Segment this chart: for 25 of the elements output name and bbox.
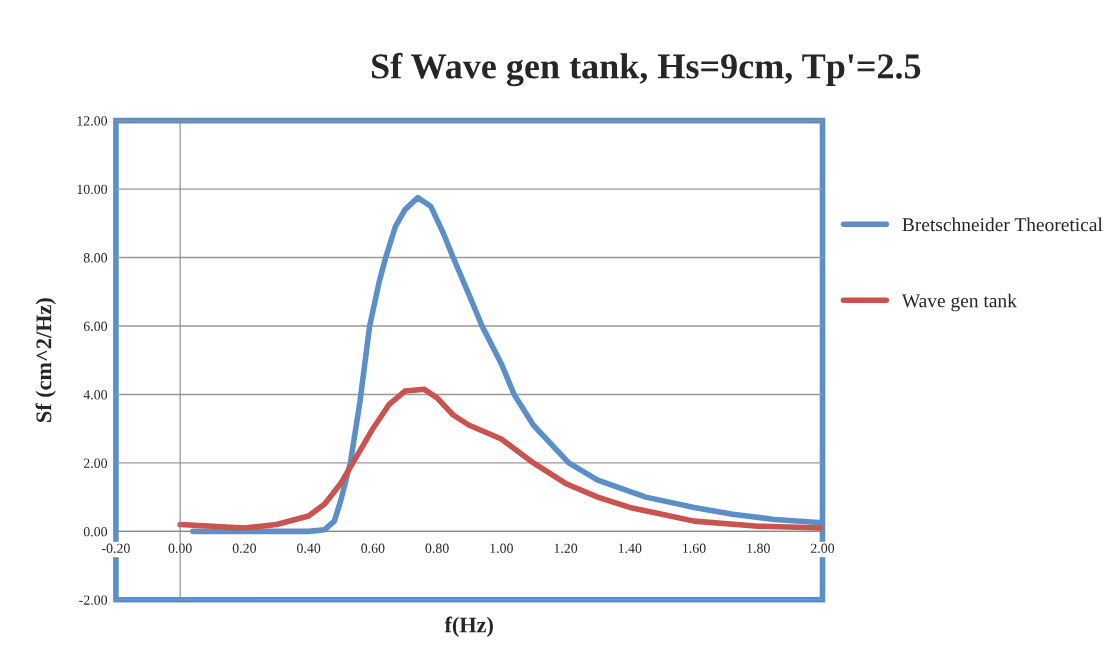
y-tick-label: 10.00 xyxy=(77,184,108,195)
y-tick-label: 4.00 xyxy=(83,390,108,400)
x-tick-label: 1.60 xyxy=(683,543,706,554)
y-tick-label: 6.00 xyxy=(83,321,108,332)
x-tick-label: 1.40 xyxy=(618,543,642,554)
x-tick-label: 0.60 xyxy=(361,543,385,554)
legend-label: Wave gen tank xyxy=(901,293,1017,312)
x-tick-label: 1.00 xyxy=(490,543,513,554)
x-axis-title: f(Hz) xyxy=(444,616,493,637)
x-tick-label: 0.80 xyxy=(425,543,449,554)
x-tick-label: 1.80 xyxy=(747,543,770,554)
y-tick-label: 12.00 xyxy=(77,116,108,126)
y-tick-label: 8.00 xyxy=(83,253,108,263)
x-tick-label: 0.00 xyxy=(168,543,192,554)
y-tick-label: -2.00 xyxy=(79,595,108,605)
x-tick-label: -0.20 xyxy=(101,543,130,554)
y-tick-label: 0.00 xyxy=(83,526,108,537)
y-axis-title: Sf (cm^2/Hz) xyxy=(35,298,56,422)
x-tick-label: 0.40 xyxy=(296,543,321,554)
legend-label: Bretschneider Theoretical xyxy=(902,217,1103,232)
x-tick-label: 0.20 xyxy=(232,543,257,554)
y-tick-label: 2.00 xyxy=(83,458,108,468)
x-tick-label: 2.00 xyxy=(810,543,835,554)
chart-title: Sf Wave gen tank, Hs=9cm, Tp'=2.5 xyxy=(372,52,921,87)
x-tick-label: 1.20 xyxy=(554,543,578,554)
